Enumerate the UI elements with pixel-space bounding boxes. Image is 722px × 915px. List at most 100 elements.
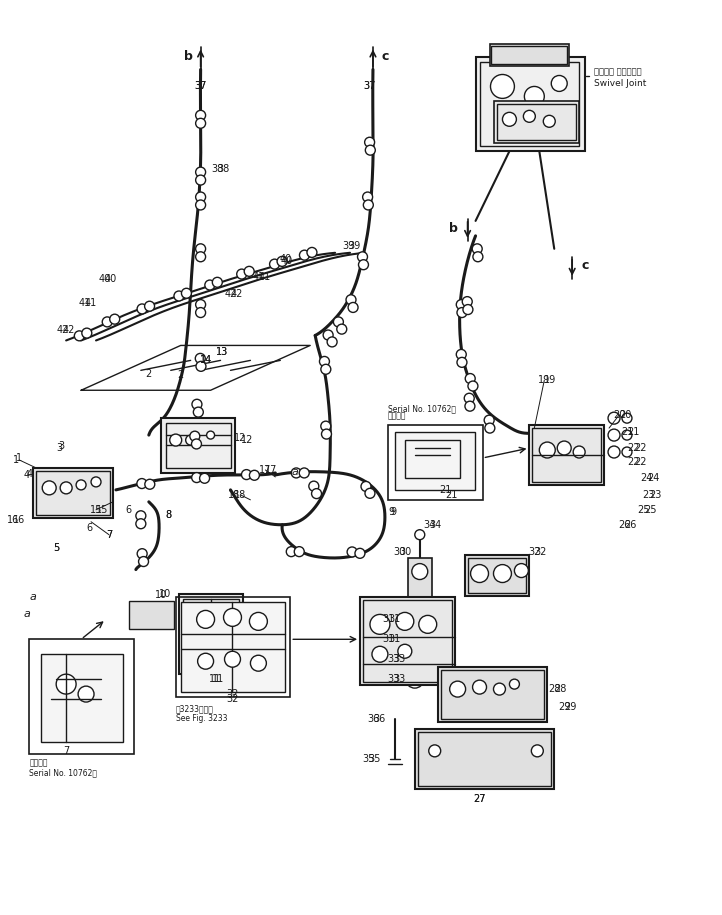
Text: 22: 22 — [627, 457, 640, 467]
Circle shape — [196, 252, 206, 262]
Circle shape — [473, 252, 483, 262]
Circle shape — [485, 423, 495, 433]
Circle shape — [398, 644, 412, 658]
Bar — [476, 57, 585, 151]
Text: 10: 10 — [155, 590, 167, 600]
Circle shape — [456, 299, 466, 309]
Circle shape — [299, 468, 309, 478]
Text: 27: 27 — [474, 793, 486, 803]
Text: 24: 24 — [640, 473, 653, 483]
Text: 32: 32 — [226, 689, 239, 699]
Circle shape — [198, 653, 214, 669]
Text: 41: 41 — [252, 272, 264, 282]
Circle shape — [465, 401, 475, 411]
Text: 6: 6 — [86, 522, 92, 533]
Circle shape — [196, 111, 206, 120]
Text: 39: 39 — [342, 241, 355, 251]
Circle shape — [622, 430, 632, 440]
Text: 34: 34 — [424, 520, 436, 530]
Text: 32: 32 — [529, 546, 541, 556]
Text: 39: 39 — [348, 241, 360, 251]
Circle shape — [336, 324, 347, 334]
Circle shape — [300, 250, 310, 260]
Text: 41: 41 — [85, 297, 97, 307]
Circle shape — [398, 609, 418, 630]
Text: b: b — [184, 50, 193, 63]
Circle shape — [309, 481, 319, 491]
Circle shape — [91, 477, 101, 487]
Circle shape — [557, 441, 571, 455]
Circle shape — [136, 511, 146, 521]
Text: 38: 38 — [217, 164, 230, 174]
Bar — [438, 667, 547, 722]
Circle shape — [404, 648, 426, 670]
Text: 36: 36 — [367, 714, 380, 724]
Circle shape — [307, 247, 317, 257]
Circle shape — [212, 277, 222, 287]
Circle shape — [249, 612, 267, 630]
Bar — [495, 102, 579, 144]
Bar — [418, 732, 552, 786]
Text: 31: 31 — [383, 614, 395, 624]
Text: 42: 42 — [63, 326, 75, 336]
Circle shape — [190, 431, 200, 441]
Circle shape — [346, 295, 356, 305]
Text: 10: 10 — [159, 589, 171, 599]
Bar — [492, 46, 567, 63]
Circle shape — [365, 489, 375, 499]
Circle shape — [196, 361, 206, 371]
Circle shape — [415, 530, 425, 540]
Bar — [408, 557, 432, 602]
Circle shape — [287, 546, 296, 556]
Circle shape — [412, 564, 427, 579]
Circle shape — [196, 243, 206, 253]
Text: 11: 11 — [209, 674, 222, 684]
Circle shape — [355, 548, 365, 558]
Text: 適用号番: 適用号番 — [30, 759, 48, 768]
Circle shape — [312, 489, 321, 499]
Circle shape — [291, 468, 301, 478]
Text: 42: 42 — [225, 288, 237, 298]
Circle shape — [429, 745, 440, 757]
Text: Swivel Joint: Swivel Joint — [594, 79, 646, 88]
Text: 37: 37 — [194, 81, 206, 92]
Circle shape — [365, 145, 375, 156]
Text: 第3233図参照: 第3233図参照 — [175, 704, 214, 713]
Text: 19: 19 — [538, 375, 550, 385]
Text: 17: 17 — [259, 465, 271, 475]
Circle shape — [503, 113, 516, 126]
Circle shape — [192, 399, 202, 409]
Bar — [464, 554, 529, 597]
Text: 18: 18 — [235, 490, 247, 500]
Circle shape — [543, 115, 555, 127]
Text: 37: 37 — [364, 81, 376, 92]
Circle shape — [277, 256, 287, 266]
Circle shape — [82, 328, 92, 339]
Circle shape — [137, 479, 147, 489]
Circle shape — [608, 429, 620, 441]
Text: 22: 22 — [627, 443, 640, 453]
Text: 7: 7 — [106, 530, 112, 540]
Circle shape — [608, 412, 620, 425]
Text: 26: 26 — [624, 520, 636, 530]
Circle shape — [490, 74, 514, 99]
Circle shape — [196, 167, 206, 178]
Circle shape — [357, 252, 367, 262]
Text: b: b — [449, 222, 458, 235]
Circle shape — [419, 616, 437, 633]
Text: a: a — [23, 609, 30, 619]
Circle shape — [103, 317, 112, 327]
Circle shape — [524, 86, 544, 106]
Circle shape — [494, 565, 511, 583]
Text: a: a — [292, 467, 299, 477]
Circle shape — [321, 364, 331, 374]
Text: 28: 28 — [554, 684, 567, 694]
Bar — [497, 104, 576, 140]
Text: 5: 5 — [53, 543, 59, 553]
Text: 8: 8 — [165, 510, 172, 520]
Bar — [41, 654, 123, 742]
Circle shape — [523, 111, 535, 123]
Circle shape — [225, 651, 240, 667]
Text: 21: 21 — [627, 427, 640, 437]
Text: 21: 21 — [621, 427, 633, 437]
